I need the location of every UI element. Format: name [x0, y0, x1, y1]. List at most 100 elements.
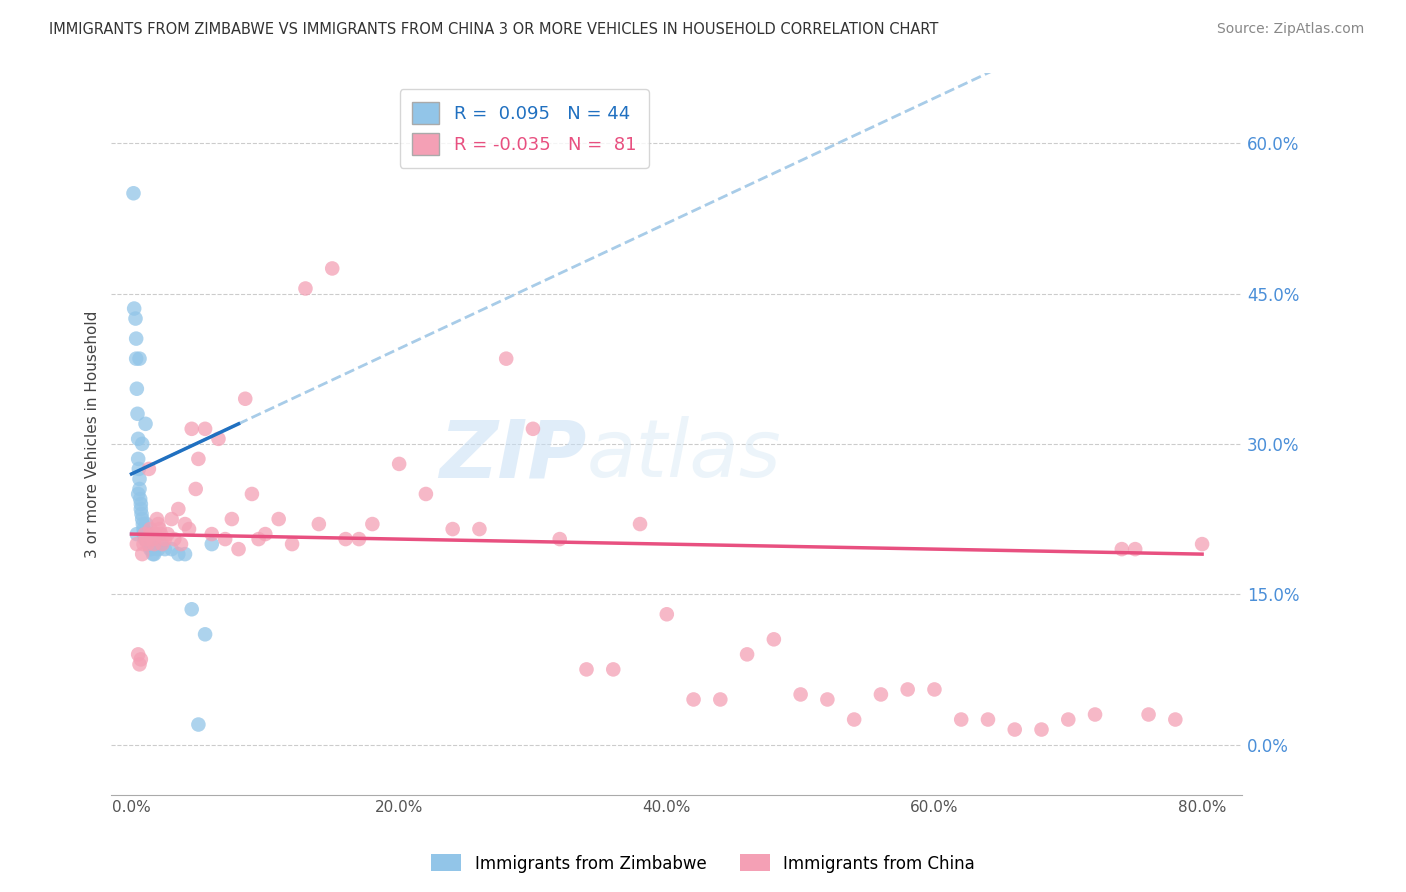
Point: [139, 522, 162, 536]
Point: [924, 682, 946, 697]
Y-axis label: 3 or more Vehicles in Household: 3 or more Vehicles in Household: [86, 310, 100, 558]
Point: [1164, 713, 1187, 727]
Point: [254, 527, 277, 541]
Point: [160, 512, 183, 526]
Point: [789, 688, 811, 702]
Point: [127, 432, 149, 446]
Point: [138, 462, 160, 476]
Point: [134, 527, 156, 541]
Point: [844, 713, 866, 727]
Point: [127, 487, 149, 501]
Point: [180, 602, 202, 616]
Point: [682, 692, 704, 706]
Point: [221, 512, 243, 526]
Point: [228, 542, 250, 557]
Point: [136, 537, 159, 551]
Point: [122, 186, 145, 201]
Legend: R =  0.095   N = 44, R = -0.035   N =  81: R = 0.095 N = 44, R = -0.035 N = 81: [399, 89, 648, 168]
Point: [415, 487, 437, 501]
Point: [127, 648, 149, 662]
Point: [132, 517, 155, 532]
Point: [124, 311, 146, 326]
Point: [135, 532, 157, 546]
Point: [294, 281, 316, 295]
Point: [128, 482, 150, 496]
Point: [174, 517, 197, 532]
Point: [233, 392, 256, 406]
Point: [135, 417, 157, 431]
Point: [335, 532, 357, 546]
Point: [128, 657, 150, 672]
Point: [187, 717, 209, 731]
Point: [148, 517, 170, 532]
Point: [134, 527, 156, 541]
Point: [153, 542, 176, 557]
Point: [122, 301, 145, 316]
Point: [1111, 542, 1133, 557]
Point: [145, 527, 167, 541]
Point: [281, 537, 304, 551]
Point: [128, 351, 150, 366]
Point: [655, 607, 678, 622]
Point: [134, 532, 156, 546]
Text: Source: ZipAtlas.com: Source: ZipAtlas.com: [1216, 22, 1364, 37]
Point: [194, 627, 217, 641]
Point: [441, 522, 464, 536]
Point: [1004, 723, 1026, 737]
Point: [125, 332, 148, 346]
Point: [347, 532, 370, 546]
Point: [127, 407, 149, 421]
Point: [361, 517, 384, 532]
Point: [1031, 723, 1053, 737]
Point: [977, 713, 1000, 727]
Point: [522, 422, 544, 436]
Point: [267, 512, 290, 526]
Point: [156, 527, 179, 541]
Point: [153, 532, 176, 546]
Point: [170, 537, 193, 551]
Legend: Immigrants from Zimbabwe, Immigrants from China: Immigrants from Zimbabwe, Immigrants fro…: [425, 847, 981, 880]
Point: [247, 532, 270, 546]
Point: [129, 491, 152, 506]
Point: [143, 537, 166, 551]
Point: [132, 522, 155, 536]
Point: [148, 542, 170, 557]
Point: [1084, 707, 1107, 722]
Point: [709, 692, 731, 706]
Point: [308, 517, 330, 532]
Point: [125, 382, 148, 396]
Point: [201, 537, 224, 551]
Point: [129, 652, 152, 666]
Point: [870, 688, 893, 702]
Point: [141, 542, 163, 557]
Point: [194, 422, 217, 436]
Point: [1137, 707, 1160, 722]
Point: [815, 692, 838, 706]
Point: [143, 547, 166, 561]
Point: [141, 527, 163, 541]
Point: [174, 547, 197, 561]
Point: [207, 432, 229, 446]
Point: [136, 527, 159, 541]
Text: atlas: atlas: [586, 417, 782, 494]
Point: [201, 527, 224, 541]
Point: [897, 682, 920, 697]
Point: [125, 527, 148, 541]
Point: [1123, 542, 1146, 557]
Text: IMMIGRANTS FROM ZIMBABWE VS IMMIGRANTS FROM CHINA 3 OR MORE VEHICLES IN HOUSEHOL: IMMIGRANTS FROM ZIMBABWE VS IMMIGRANTS F…: [49, 22, 939, 37]
Point: [167, 547, 190, 561]
Point: [160, 542, 183, 557]
Point: [177, 522, 200, 536]
Point: [628, 517, 651, 532]
Point: [388, 457, 411, 471]
Point: [321, 261, 343, 276]
Point: [131, 437, 153, 451]
Point: [129, 502, 152, 516]
Point: [131, 512, 153, 526]
Point: [762, 632, 785, 647]
Point: [131, 547, 153, 561]
Point: [167, 502, 190, 516]
Point: [142, 547, 165, 561]
Point: [495, 351, 517, 366]
Point: [575, 662, 598, 676]
